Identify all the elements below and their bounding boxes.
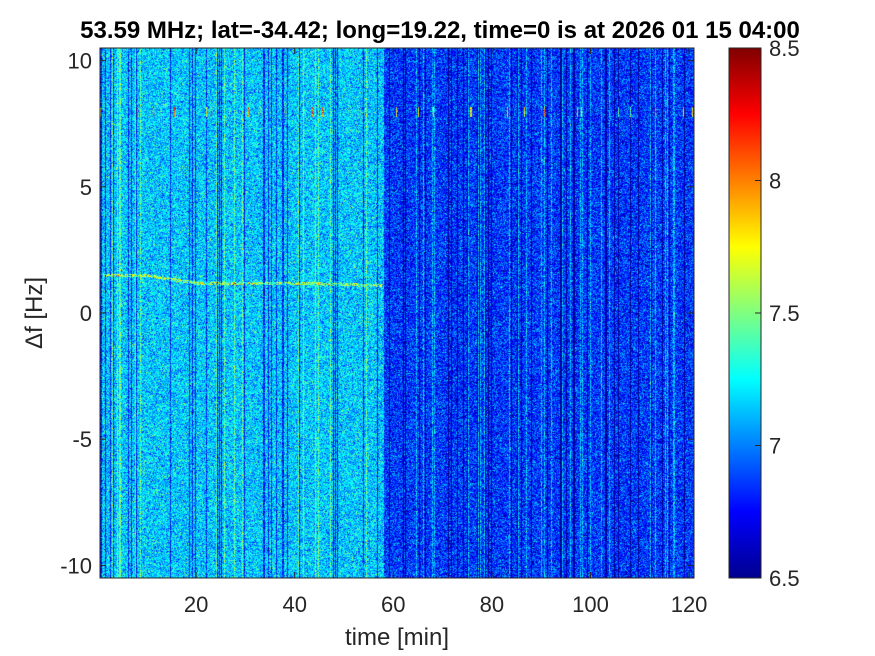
chart-title: 53.59 MHz; lat=-34.42; long=19.22, time=… bbox=[80, 17, 800, 44]
x-tick-label: 20 bbox=[184, 592, 208, 617]
colorbar-tick-label: 6.5 bbox=[769, 566, 800, 591]
x-axis: 20 40 60 80 100 120 bbox=[184, 48, 708, 617]
y-tick-label: -10 bbox=[60, 553, 92, 578]
y-axis-label: Δf [Hz] bbox=[21, 277, 48, 349]
x-tick-label: 40 bbox=[282, 592, 306, 617]
y-tick-label: 10 bbox=[68, 49, 92, 74]
y-axis: -10 -5 0 5 10 bbox=[60, 49, 694, 578]
y-tick-label: -5 bbox=[72, 427, 92, 452]
x-axis-label: time [min] bbox=[345, 624, 449, 651]
x-tick-label: 60 bbox=[381, 592, 405, 617]
x-tick-label: 120 bbox=[671, 592, 708, 617]
colorbar-ticks: 6.5 7 7.5 8 8.5 bbox=[755, 36, 800, 591]
y-tick-label: 0 bbox=[80, 301, 92, 326]
x-tick-label: 80 bbox=[480, 592, 504, 617]
spectrogram-image bbox=[100, 48, 694, 578]
colorbar-tick-label: 7.5 bbox=[769, 301, 800, 326]
x-tick-label: 100 bbox=[572, 592, 609, 617]
colorbar-tick-label: 8.5 bbox=[769, 36, 800, 61]
plot-area bbox=[99, 47, 695, 579]
colorbar-tick-label: 8 bbox=[769, 169, 781, 194]
colorbar: 6.5 7 7.5 8 8.5 bbox=[728, 36, 800, 591]
y-tick-label: 5 bbox=[80, 175, 92, 200]
colorbar-tick-label: 7 bbox=[769, 434, 781, 459]
